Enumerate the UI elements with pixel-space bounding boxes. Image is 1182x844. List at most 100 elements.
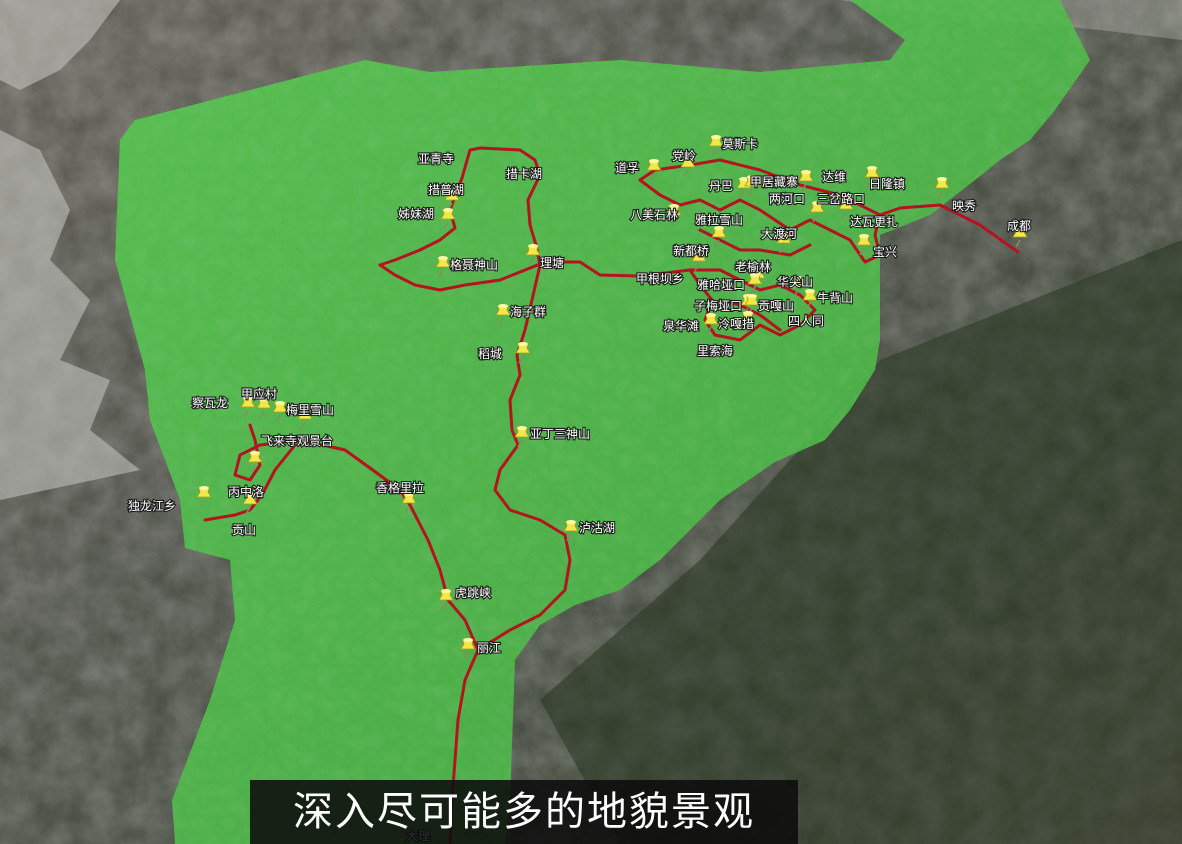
route-segment	[448, 263, 572, 844]
pushpin-icon[interactable]	[809, 201, 825, 223]
pushpin-icon[interactable]	[711, 226, 727, 248]
pushpin-icon[interactable]	[680, 156, 696, 178]
pushpin-icon[interactable]	[740, 311, 756, 333]
place-label-dangling: 党岭	[672, 148, 696, 163]
place-label-genie: 格聂神山	[450, 257, 498, 272]
pushpin-icon[interactable]	[240, 396, 256, 418]
place-label-hutiaoxia: 虎跳峡	[455, 586, 491, 600]
place-label-mosika: 莫斯卡	[722, 137, 758, 151]
pushpin-icon[interactable]	[563, 520, 579, 542]
pushpin-icon[interactable]	[802, 289, 818, 311]
pushpin-icon[interactable]	[646, 159, 662, 181]
place-label-huajian: 华尖山	[777, 275, 813, 289]
place-label-bingzhongluo: 丙中洛	[228, 484, 264, 499]
place-label-cuopuhu: 措普湖	[428, 182, 464, 197]
pushpin-icon[interactable]	[838, 198, 854, 220]
pushpin-icon[interactable]	[242, 493, 258, 515]
place-label-laoyulin: 老榆林	[735, 259, 771, 274]
subtitle-caption: 深入尽可能多的地貌景观	[250, 780, 798, 844]
place-label-yingxiu: 映秀	[952, 199, 976, 213]
place-label-xindu: 新都桥	[673, 243, 709, 258]
place-label-lijiang: 丽江	[477, 641, 501, 655]
place-label-dulongjiang: 独龙江乡	[128, 499, 176, 513]
place-label-lenggacuo: 泠嘎措	[718, 317, 754, 331]
route-segment	[378, 260, 752, 292]
pushpin-icon[interactable]	[744, 175, 760, 197]
place-label-bameishilin: 八美石林	[630, 208, 678, 222]
lowland-vegetation	[540, 240, 1182, 844]
pushpin-icon[interactable]	[401, 492, 417, 514]
place-label-yala: 雅拉雪山	[695, 212, 743, 227]
place-label-gongshan: 贡山	[232, 523, 256, 537]
place-label-baoxing: 宝兴	[873, 245, 897, 259]
place-label-gongga: 贡嘎山	[758, 299, 794, 313]
pushpin-icon[interactable]	[297, 408, 313, 430]
place-label-jiayingcun: 甲应村	[241, 386, 277, 401]
pushpin-icon[interactable]	[798, 170, 814, 192]
pushpin-icon[interactable]	[691, 250, 707, 272]
pushpin-icon[interactable]	[256, 397, 272, 419]
route-segment	[233, 423, 302, 482]
pushpin-icon[interactable]	[272, 401, 288, 423]
pushpin-icon[interactable]	[514, 426, 530, 448]
pushpin-icon[interactable]	[196, 486, 212, 508]
place-label-feilaisi: 飞来寺观景台	[261, 433, 333, 448]
place-label-cuokahu: 措卡湖	[506, 166, 542, 181]
pushpin-icon[interactable]	[438, 589, 454, 611]
place-label-danba: 丹巴	[709, 179, 733, 193]
route-segment	[638, 178, 882, 264]
place-label-niubei: 牛背山	[817, 290, 853, 305]
pushpin-icon[interactable]	[435, 256, 451, 278]
pushpin-icon[interactable]	[440, 208, 456, 230]
pushpin-icon[interactable]	[708, 135, 724, 157]
pushpin-icon[interactable]	[703, 313, 719, 335]
pushpin-icon[interactable]	[864, 166, 880, 188]
place-label-zimei: 子梅垭口	[694, 298, 742, 313]
place-label-jiaju: 甲居藏寨	[750, 174, 798, 189]
pushpin-icon[interactable]	[790, 276, 806, 298]
place-label-dawagengzha: 达瓦更扎	[850, 215, 898, 229]
travel-routes	[203, 146, 1020, 844]
place-label-lugu: 泸沽湖	[579, 520, 615, 535]
place-pins	[196, 135, 1028, 660]
pushpin-icon[interactable]	[747, 273, 763, 295]
route-segment	[698, 228, 812, 257]
pushpin-icon[interactable]	[776, 232, 792, 254]
place-label-lianghekou: 两河口	[769, 192, 805, 206]
route-segment	[638, 158, 882, 217]
place-label-xianggelila: 香格里拉	[376, 480, 424, 495]
pushpin-icon[interactable]	[525, 244, 541, 266]
pushpin-icon[interactable]	[515, 342, 531, 364]
place-label-chengdu: 成都	[1007, 219, 1031, 233]
place-label-daocheng: 稻城	[478, 347, 502, 361]
place-label-dawei: 达维	[822, 170, 846, 184]
place-label-meili: 梅里雪山	[286, 402, 334, 417]
pushpin-icon[interactable]	[1012, 226, 1028, 248]
place-label-yading: 亚丁三神山	[530, 427, 590, 441]
pushpin-icon[interactable]	[934, 177, 950, 199]
pushpin-icon[interactable]	[856, 234, 872, 256]
route-segment	[688, 268, 817, 342]
place-label-haizi: 海子群	[510, 304, 546, 319]
place-label-jiagenba: 甲根坝乡	[636, 272, 684, 286]
place-label-daofu: 道孚	[615, 161, 639, 175]
route-segment	[878, 203, 1020, 254]
place-label-chawalong: 察瓦龙	[192, 396, 228, 410]
route-segment	[298, 438, 480, 652]
place-label-dadu: 大渡河	[761, 226, 797, 241]
pushpin-icon[interactable]	[495, 304, 511, 326]
place-label-sirentong: 四人同	[788, 314, 824, 328]
pushpin-icon[interactable]	[247, 451, 263, 473]
place-label-yaha: 雅哈垭口	[697, 277, 745, 292]
place-label-yaqingsi: 亚青寺	[418, 152, 454, 166]
place-label-lisuohai: 里索海	[697, 343, 733, 358]
pushpin-icon[interactable]	[460, 638, 476, 660]
place-label-litang: 理塘	[540, 255, 564, 270]
place-label-sanchalukou: 三岔路口	[817, 191, 865, 206]
pushpin-icon[interactable]	[666, 204, 682, 226]
place-label-rilong: 日隆镇	[869, 176, 905, 191]
pushpin-icon[interactable]	[444, 189, 460, 211]
